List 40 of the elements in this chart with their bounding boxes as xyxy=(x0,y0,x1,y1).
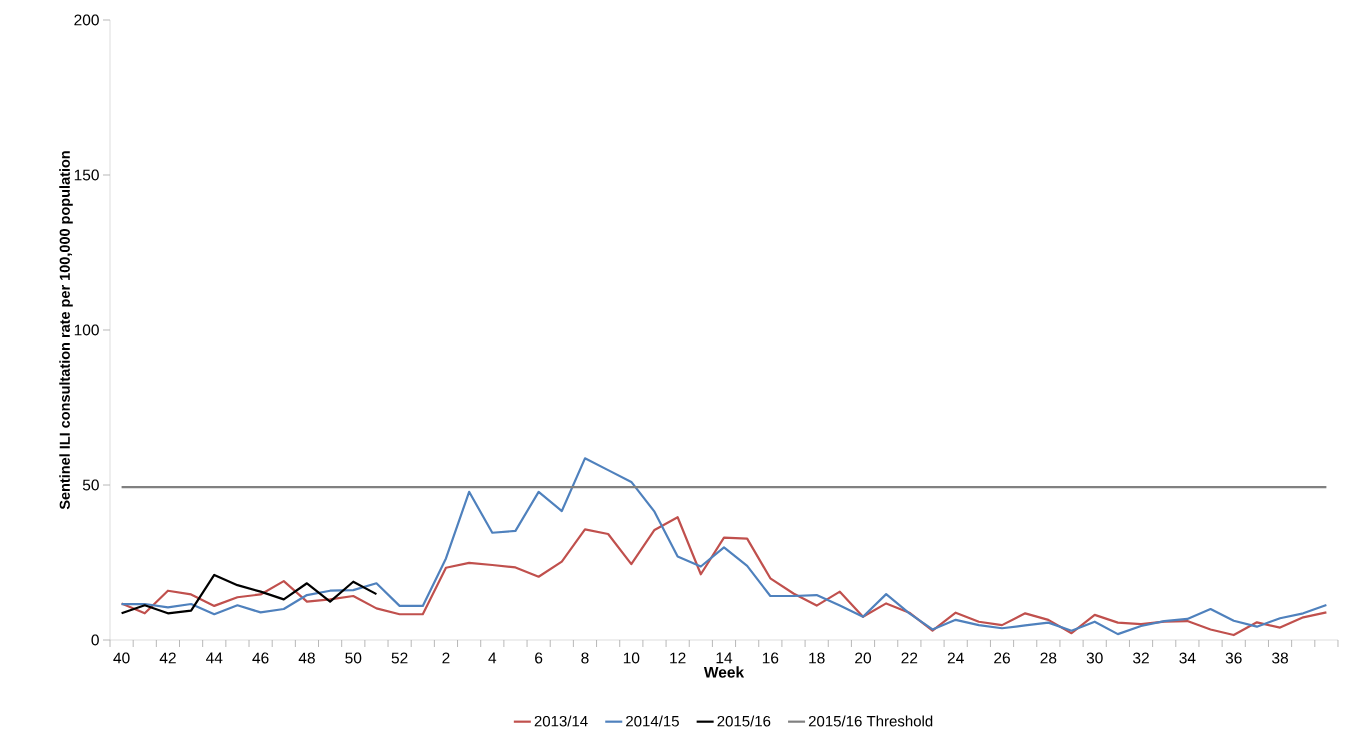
legend-label: 2013/14 xyxy=(534,715,588,727)
x-tick-label: 30 xyxy=(1086,652,1103,664)
legend-label: 2015/16 xyxy=(717,715,771,727)
x-tick-label: 32 xyxy=(1133,652,1149,664)
x-tick-label: 18 xyxy=(809,652,825,664)
legend-label: 2015/16 Threshold xyxy=(808,715,933,727)
y-tick-label: 100 xyxy=(74,324,99,336)
x-tick-label: 40 xyxy=(113,652,130,664)
y-tick-label: 200 xyxy=(74,14,99,26)
x-tick-label: 2 xyxy=(442,652,450,664)
x-tick-label: 36 xyxy=(1225,652,1242,664)
x-tick-label: 10 xyxy=(623,652,640,664)
x-tick-label: 28 xyxy=(1040,652,1057,664)
x-tick-label: 14 xyxy=(716,652,733,664)
x-tick-label: 4 xyxy=(488,652,497,664)
x-tick-label: 20 xyxy=(855,652,872,664)
x-tick-label: 38 xyxy=(1272,652,1288,664)
x-tick-label: 44 xyxy=(206,652,223,664)
line-series xyxy=(120,516,1328,637)
legend-label: 2014/15 xyxy=(626,715,679,727)
x-tick-label: 22 xyxy=(901,652,918,664)
x-tick-label: 48 xyxy=(298,652,315,664)
x-tick-label: 12 xyxy=(670,652,686,664)
x-tick-label: 34 xyxy=(1179,652,1196,664)
line-series xyxy=(120,457,1328,636)
x-tick-label: 46 xyxy=(252,652,269,664)
x-tick-label: 24 xyxy=(947,652,964,664)
x-tick-label: 16 xyxy=(762,652,779,664)
x-tick-label: 8 xyxy=(581,652,589,664)
y-axis-title: Sentinel ILI consultation rate per 100,000 population xyxy=(59,151,73,510)
y-tick-label: 150 xyxy=(74,169,99,181)
y-tick-label: 50 xyxy=(82,479,99,491)
x-tick-label: 42 xyxy=(159,652,176,664)
y-tick-label: 0 xyxy=(91,634,99,646)
line-series xyxy=(120,573,378,615)
x-tick-label: 26 xyxy=(994,652,1010,664)
x-tick-label: 6 xyxy=(535,652,543,664)
x-axis-title: Week xyxy=(703,666,745,678)
x-tick-label: 50 xyxy=(345,652,362,664)
x-tick-label: 52 xyxy=(391,652,408,664)
